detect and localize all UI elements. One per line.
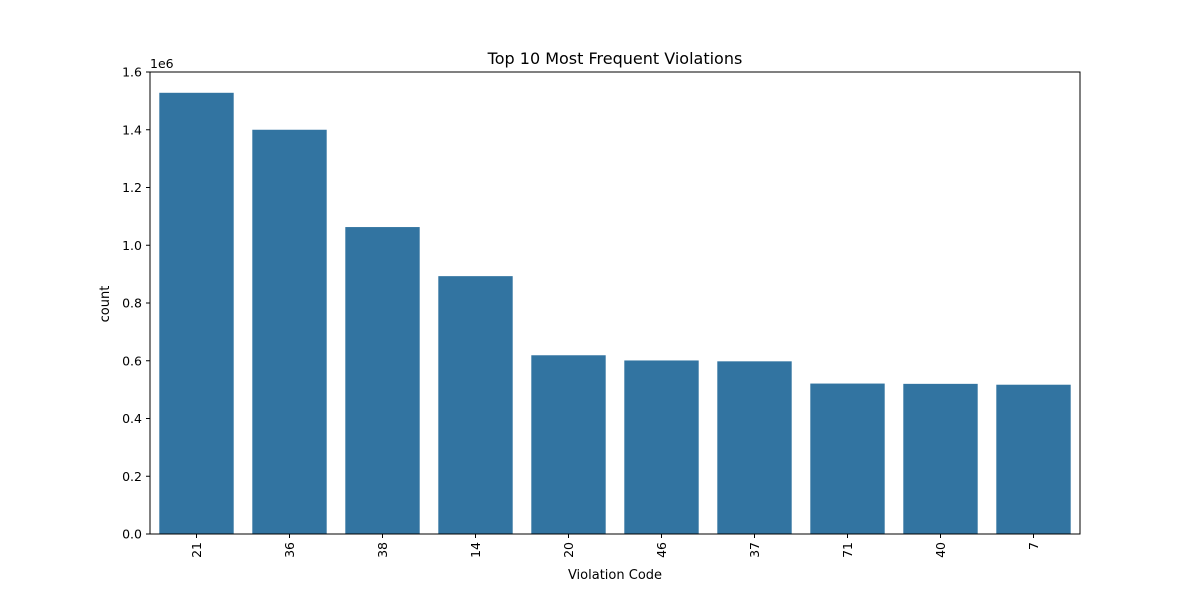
x-tick-label: 40 xyxy=(933,542,948,558)
y-tick-label: 1.0 xyxy=(122,238,142,253)
x-tick-label: 46 xyxy=(654,542,669,558)
bar-71 xyxy=(810,383,885,534)
bar-46 xyxy=(624,360,699,534)
y-tick-label: 1.4 xyxy=(122,122,142,137)
x-tick-label: 38 xyxy=(375,542,390,558)
x-tick-label: 20 xyxy=(561,542,576,558)
bar-20 xyxy=(531,355,606,534)
bar-40 xyxy=(903,383,978,534)
y-tick-label: 0.4 xyxy=(122,411,142,426)
x-axis-ticks: 21 36 38 14 20 46 37 71 40 7 xyxy=(189,534,1041,558)
plot-frame xyxy=(149,71,1081,535)
x-tick-label: 7 xyxy=(1026,542,1041,550)
x-axis-label: Violation Code xyxy=(568,568,662,583)
bar-36 xyxy=(252,129,327,534)
y-tick-label: 0.8 xyxy=(122,296,142,311)
y-tick-label: 1.6 xyxy=(122,65,142,80)
x-tick-label: 21 xyxy=(189,542,204,558)
bar-7 xyxy=(996,384,1071,534)
y-axis-ticks: 0.0 0.2 0.4 0.6 0.8 1.0 1.2 1.4 1.6 xyxy=(122,65,150,542)
y-tick-label: 0.6 xyxy=(122,353,142,368)
x-tick-label: 37 xyxy=(747,542,762,558)
y-tick-label: 0.0 xyxy=(122,527,142,542)
y-axis-label: count xyxy=(98,286,113,323)
bar-14 xyxy=(438,276,513,534)
y-axis-scale-label: 1e6 xyxy=(150,56,174,71)
bars-group xyxy=(159,92,1071,534)
bar-38 xyxy=(345,227,420,534)
chart-title: Top 10 Most Frequent Violations xyxy=(487,49,743,68)
x-tick-label: 71 xyxy=(840,542,855,558)
bar-37 xyxy=(717,361,792,534)
bar-21 xyxy=(159,92,234,534)
x-tick-label: 36 xyxy=(282,542,297,558)
y-tick-label: 0.2 xyxy=(122,469,142,484)
y-tick-label: 1.2 xyxy=(122,180,142,195)
x-tick-label: 14 xyxy=(468,542,483,558)
